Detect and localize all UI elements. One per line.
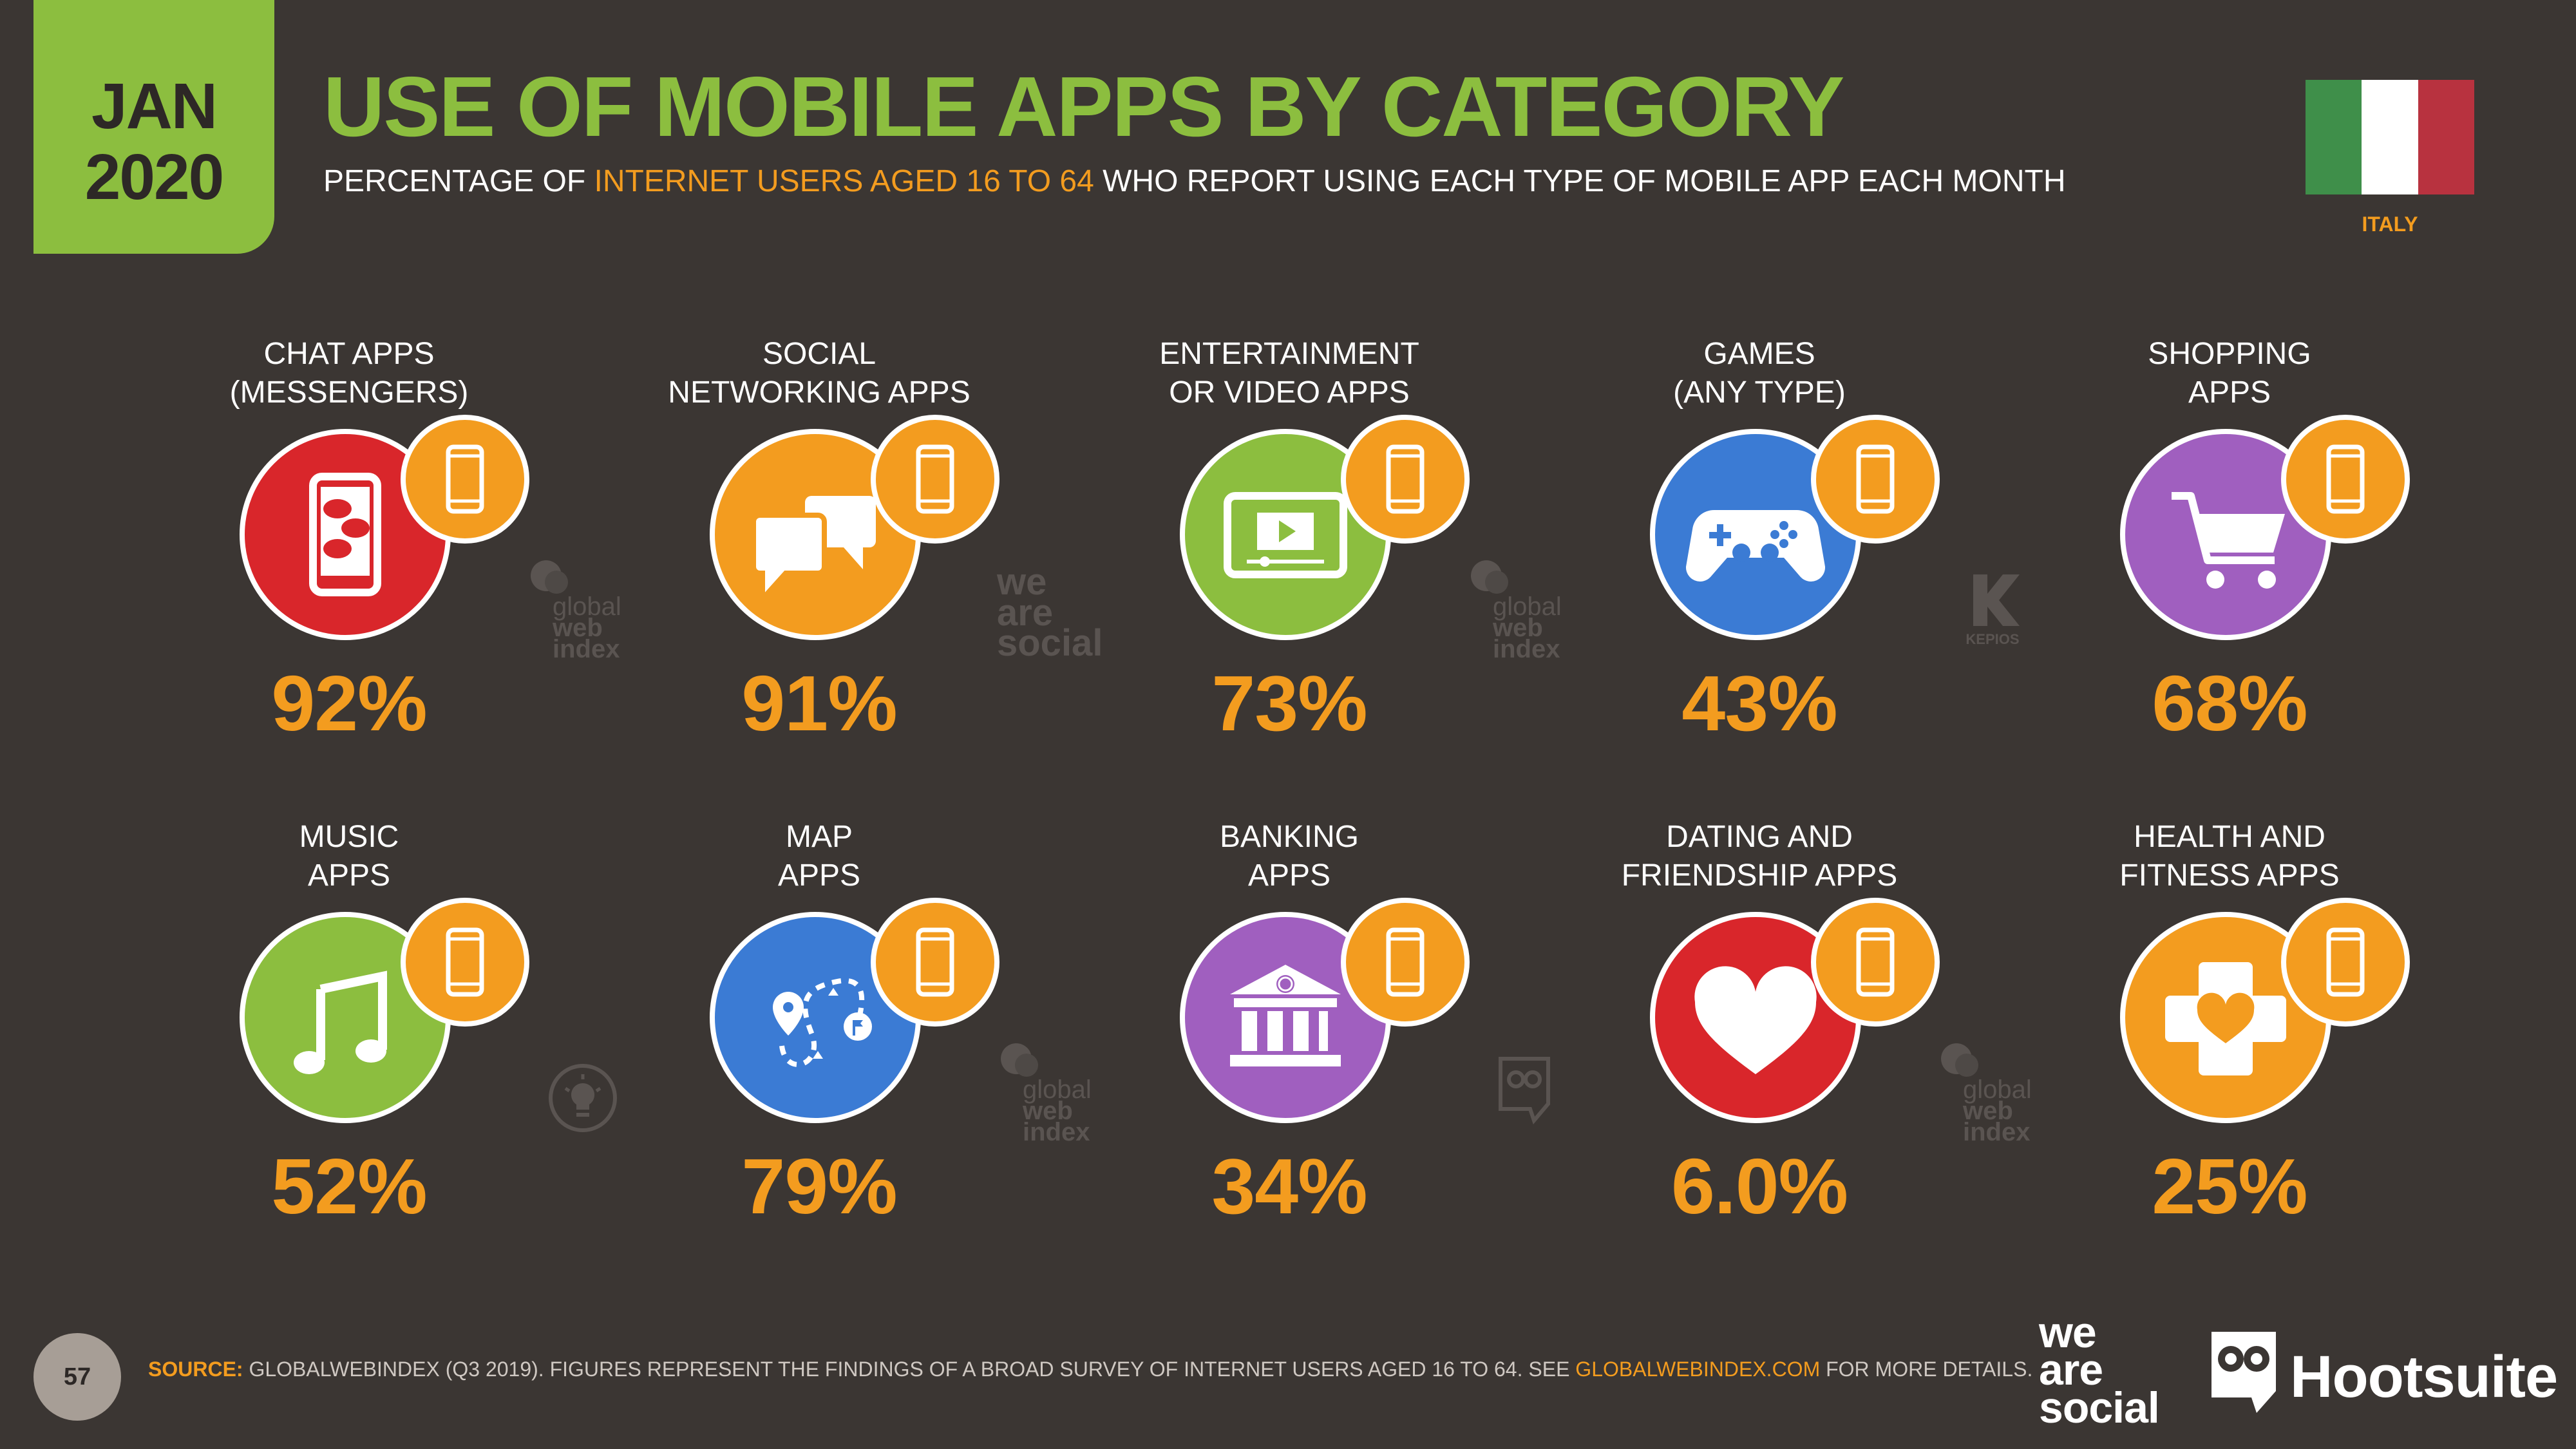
gamepad-icon (1650, 429, 1861, 640)
mobile-phone-icon (1811, 898, 1940, 1027)
subtitle-highlight: INTERNET USERS AGED 16 TO 64 (594, 164, 1094, 198)
globalwebindex-watermark: global web index (1937, 1039, 2053, 1145)
category-label: SOCIAL NETWORKING APPS (668, 337, 971, 410)
source-text-end: FOR MORE DETAILS. (1820, 1358, 2033, 1381)
category-label: MAP APPS (777, 820, 861, 893)
subtitle-after: WHO REPORT USING EACH TYPE OF MOBILE APP… (1094, 164, 2066, 198)
flag-red-stripe (2418, 80, 2474, 194)
hootsuite-owl-icon (2211, 1332, 2276, 1413)
kepios-logo-icon (1973, 574, 2020, 626)
globalwebindex-watermark: global web index (527, 556, 643, 662)
category-value: 6.0% (1671, 1142, 1848, 1230)
category-value: 68% (2152, 659, 2307, 747)
category-value: 34% (1211, 1142, 1367, 1230)
country-name: ITALY (2362, 213, 2418, 236)
category-value: 43% (1681, 659, 1837, 747)
category-value: 25% (2152, 1142, 2307, 1230)
source-text: GLOBALWEBINDEX (Q3 2019). FIGURES REPRES… (243, 1358, 1576, 1381)
hootsuite-wordmark: Hootsuite (2290, 1344, 2558, 1410)
hootsuite-owl-watermark-icon (1495, 1054, 1553, 1126)
mobile-phone-icon (2281, 898, 2410, 1027)
mobile-phone-icon (2281, 415, 2410, 544)
subtitle-before: PERCENTAGE OF (323, 164, 594, 198)
source-label: SOURCE: (148, 1358, 243, 1381)
lightbulb-watermark-icon (547, 1063, 618, 1135)
globalwebindex-watermark: global web index (1467, 556, 1583, 662)
category-value: 79% (741, 1142, 897, 1230)
italy-flag-icon (2306, 80, 2474, 194)
mobile-phone-icon (871, 415, 999, 544)
mobile-phone-icon (401, 415, 529, 544)
page-subtitle: PERCENTAGE OF INTERNET USERS AGED 16 TO … (323, 164, 2066, 199)
category-value: 73% (1211, 659, 1367, 747)
page-title: USE OF MOBILE APPS BY CATEGORY (323, 59, 1844, 154)
mobile-phone-icon (1341, 898, 1470, 1027)
source-note: SOURCE: GLOBALWEBINDEX (Q3 2019). FIGURE… (148, 1358, 2032, 1381)
mobile-phone-icon (871, 898, 999, 1027)
flag-white-stripe (2362, 80, 2418, 194)
shopping-cart-icon (2120, 429, 2331, 640)
mobile-phone-icon (1811, 415, 1940, 544)
category-label: BANKING APPS (1219, 820, 1359, 893)
date-badge: JAN 2020 (33, 0, 274, 254)
globalwebindex-watermark: global web index (997, 1039, 1113, 1145)
category-value: 52% (271, 1142, 427, 1230)
category-value: 92% (271, 659, 427, 747)
flag-green-stripe (2306, 80, 2362, 194)
mobile-phone-icon (401, 898, 529, 1027)
date-month: JAN (91, 70, 218, 142)
date-year: 2020 (84, 141, 224, 213)
category-value: 91% (741, 659, 897, 747)
source-link[interactable]: GLOBALWEBINDEX.COM (1575, 1358, 1821, 1381)
page-number: 57 (33, 1333, 121, 1421)
we-are-social-watermark: we are social (997, 561, 1103, 665)
category-label: MUSIC APPS (299, 820, 399, 893)
kepios-watermark: KEPIOS (1960, 571, 2025, 647)
category-label: ENTERTAINMENT OR VIDEO APPS (1159, 337, 1419, 410)
category-label: DATING AND FRIENDSHIP APPS (1621, 820, 1898, 893)
chat-phone-icon (240, 429, 451, 640)
hootsuite-logo: Hootsuite (2205, 1325, 2558, 1416)
category-label: HEALTH AND FITNESS APPS (2119, 820, 2340, 893)
we-are-social-logo: we are social (2039, 1308, 2160, 1432)
mobile-phone-icon (1341, 415, 1470, 544)
category-label: CHAT APPS (MESSENGERS) (229, 337, 469, 410)
category-label: GAMES (ANY TYPE) (1673, 337, 1846, 410)
category-label: SHOPPING APPS (2148, 337, 2311, 410)
